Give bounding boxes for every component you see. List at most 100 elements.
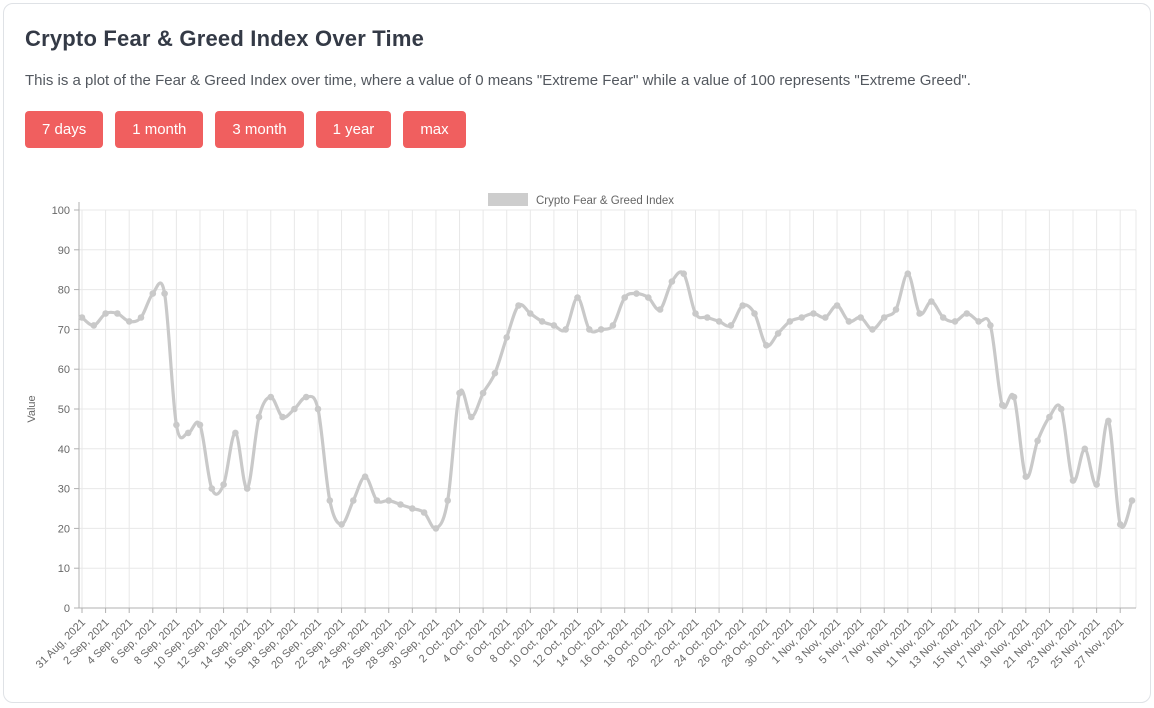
data-point [267, 393, 275, 401]
y-tick-label: 60 [58, 364, 70, 376]
data-point [479, 389, 487, 397]
data-point [302, 393, 310, 401]
data-point [326, 497, 334, 504]
data-point [739, 302, 746, 309]
data-point [987, 322, 994, 329]
series-path [80, 270, 1134, 531]
data-point [975, 318, 982, 325]
data-point [432, 525, 440, 532]
data-point [645, 294, 652, 301]
chart-axes [74, 202, 1136, 613]
y-tick-label: 50 [58, 404, 70, 416]
data-point [1034, 437, 1041, 445]
main-card: Crypto Fear & Greed Index Over Time This… [3, 3, 1151, 703]
data-point [373, 497, 381, 504]
data-point [774, 330, 782, 337]
data-point [314, 405, 322, 413]
data-point [597, 326, 605, 333]
y-tick-label: 80 [58, 285, 70, 297]
chart-container: Crypto Fear & Greed Index 0 10 20 30 40 50 60 7… [4, 188, 1150, 703]
data-point [220, 481, 227, 488]
legend-label: Crypto Fear & Greed Index [536, 195, 674, 207]
data-point [420, 509, 428, 516]
data-point [904, 270, 912, 277]
data-point [786, 318, 794, 325]
chart-gridlines [79, 209, 1137, 608]
data-point [503, 334, 511, 341]
data-point [562, 326, 569, 333]
range-button-1-month[interactable]: 1 month [115, 111, 204, 148]
data-point [243, 485, 251, 492]
data-point [102, 310, 109, 317]
data-point [196, 421, 204, 429]
data-point [137, 314, 145, 321]
data-point [609, 322, 617, 329]
data-point [656, 306, 664, 313]
y-tick-label: 90 [58, 245, 70, 257]
data-point [361, 473, 369, 481]
data-point [527, 310, 534, 317]
data-point [998, 401, 1006, 409]
data-point [857, 314, 864, 321]
data-point [586, 326, 593, 333]
data-point [822, 314, 829, 321]
data-point [1116, 521, 1124, 528]
data-point [208, 485, 216, 492]
range-button-7-days[interactable]: 7 days [25, 111, 104, 148]
page-title: Crypto Fear & Greed Index Over Time [25, 26, 425, 51]
data-point [456, 389, 463, 397]
y-tick-label: 30 [58, 484, 70, 496]
data-point [798, 314, 805, 321]
data-point [184, 429, 192, 437]
data-point [350, 497, 357, 504]
data-point [90, 322, 98, 329]
data-point [149, 290, 157, 297]
data-point [680, 270, 687, 277]
data-point [232, 429, 239, 437]
page-description: This is a plot of the Fear & Greed Index… [25, 72, 971, 89]
chart-legend[interactable]: Crypto Fear & Greed Index [488, 193, 674, 207]
data-point [255, 413, 263, 421]
range-button-row: 7 days 1 month 3 month 1 year max [25, 111, 1129, 148]
chart-points [78, 270, 1136, 532]
data-point [916, 310, 923, 317]
data-point [538, 318, 546, 325]
data-point [1069, 477, 1077, 484]
data-point [892, 306, 900, 313]
data-point [727, 322, 735, 329]
y-tick-label: 40 [58, 444, 70, 456]
data-point [515, 302, 522, 309]
data-point [633, 290, 640, 297]
data-point [1046, 413, 1053, 421]
data-point [1128, 497, 1136, 504]
data-point [78, 314, 86, 321]
data-point [1081, 445, 1089, 453]
range-button-1-year[interactable]: 1 year [315, 111, 392, 148]
data-point [114, 310, 121, 317]
y-tick-label: 0 [64, 603, 70, 615]
range-button-max[interactable]: max [403, 111, 466, 148]
data-point [550, 322, 558, 329]
data-point [810, 310, 817, 317]
data-point [1105, 417, 1112, 425]
range-button-3-month[interactable]: 3 month [215, 111, 304, 148]
data-point [491, 369, 499, 377]
y-tick-label: 100 [52, 205, 70, 217]
data-point [1022, 473, 1030, 481]
data-point [1057, 405, 1065, 413]
data-point [409, 505, 416, 512]
data-point [279, 413, 286, 421]
data-point [1010, 393, 1018, 401]
y-axis-title: Value [26, 395, 38, 422]
data-point [963, 310, 971, 317]
fear-greed-chart[interactable]: Crypto Fear & Greed Index 0 10 20 30 40 50 60 7… [4, 188, 1150, 703]
data-point [869, 326, 876, 333]
data-point [751, 310, 758, 317]
data-point [291, 405, 298, 413]
data-point [833, 302, 841, 309]
y-tick-label: 70 [58, 324, 70, 336]
data-point [444, 497, 452, 504]
data-point [928, 298, 935, 305]
data-point [939, 314, 947, 321]
